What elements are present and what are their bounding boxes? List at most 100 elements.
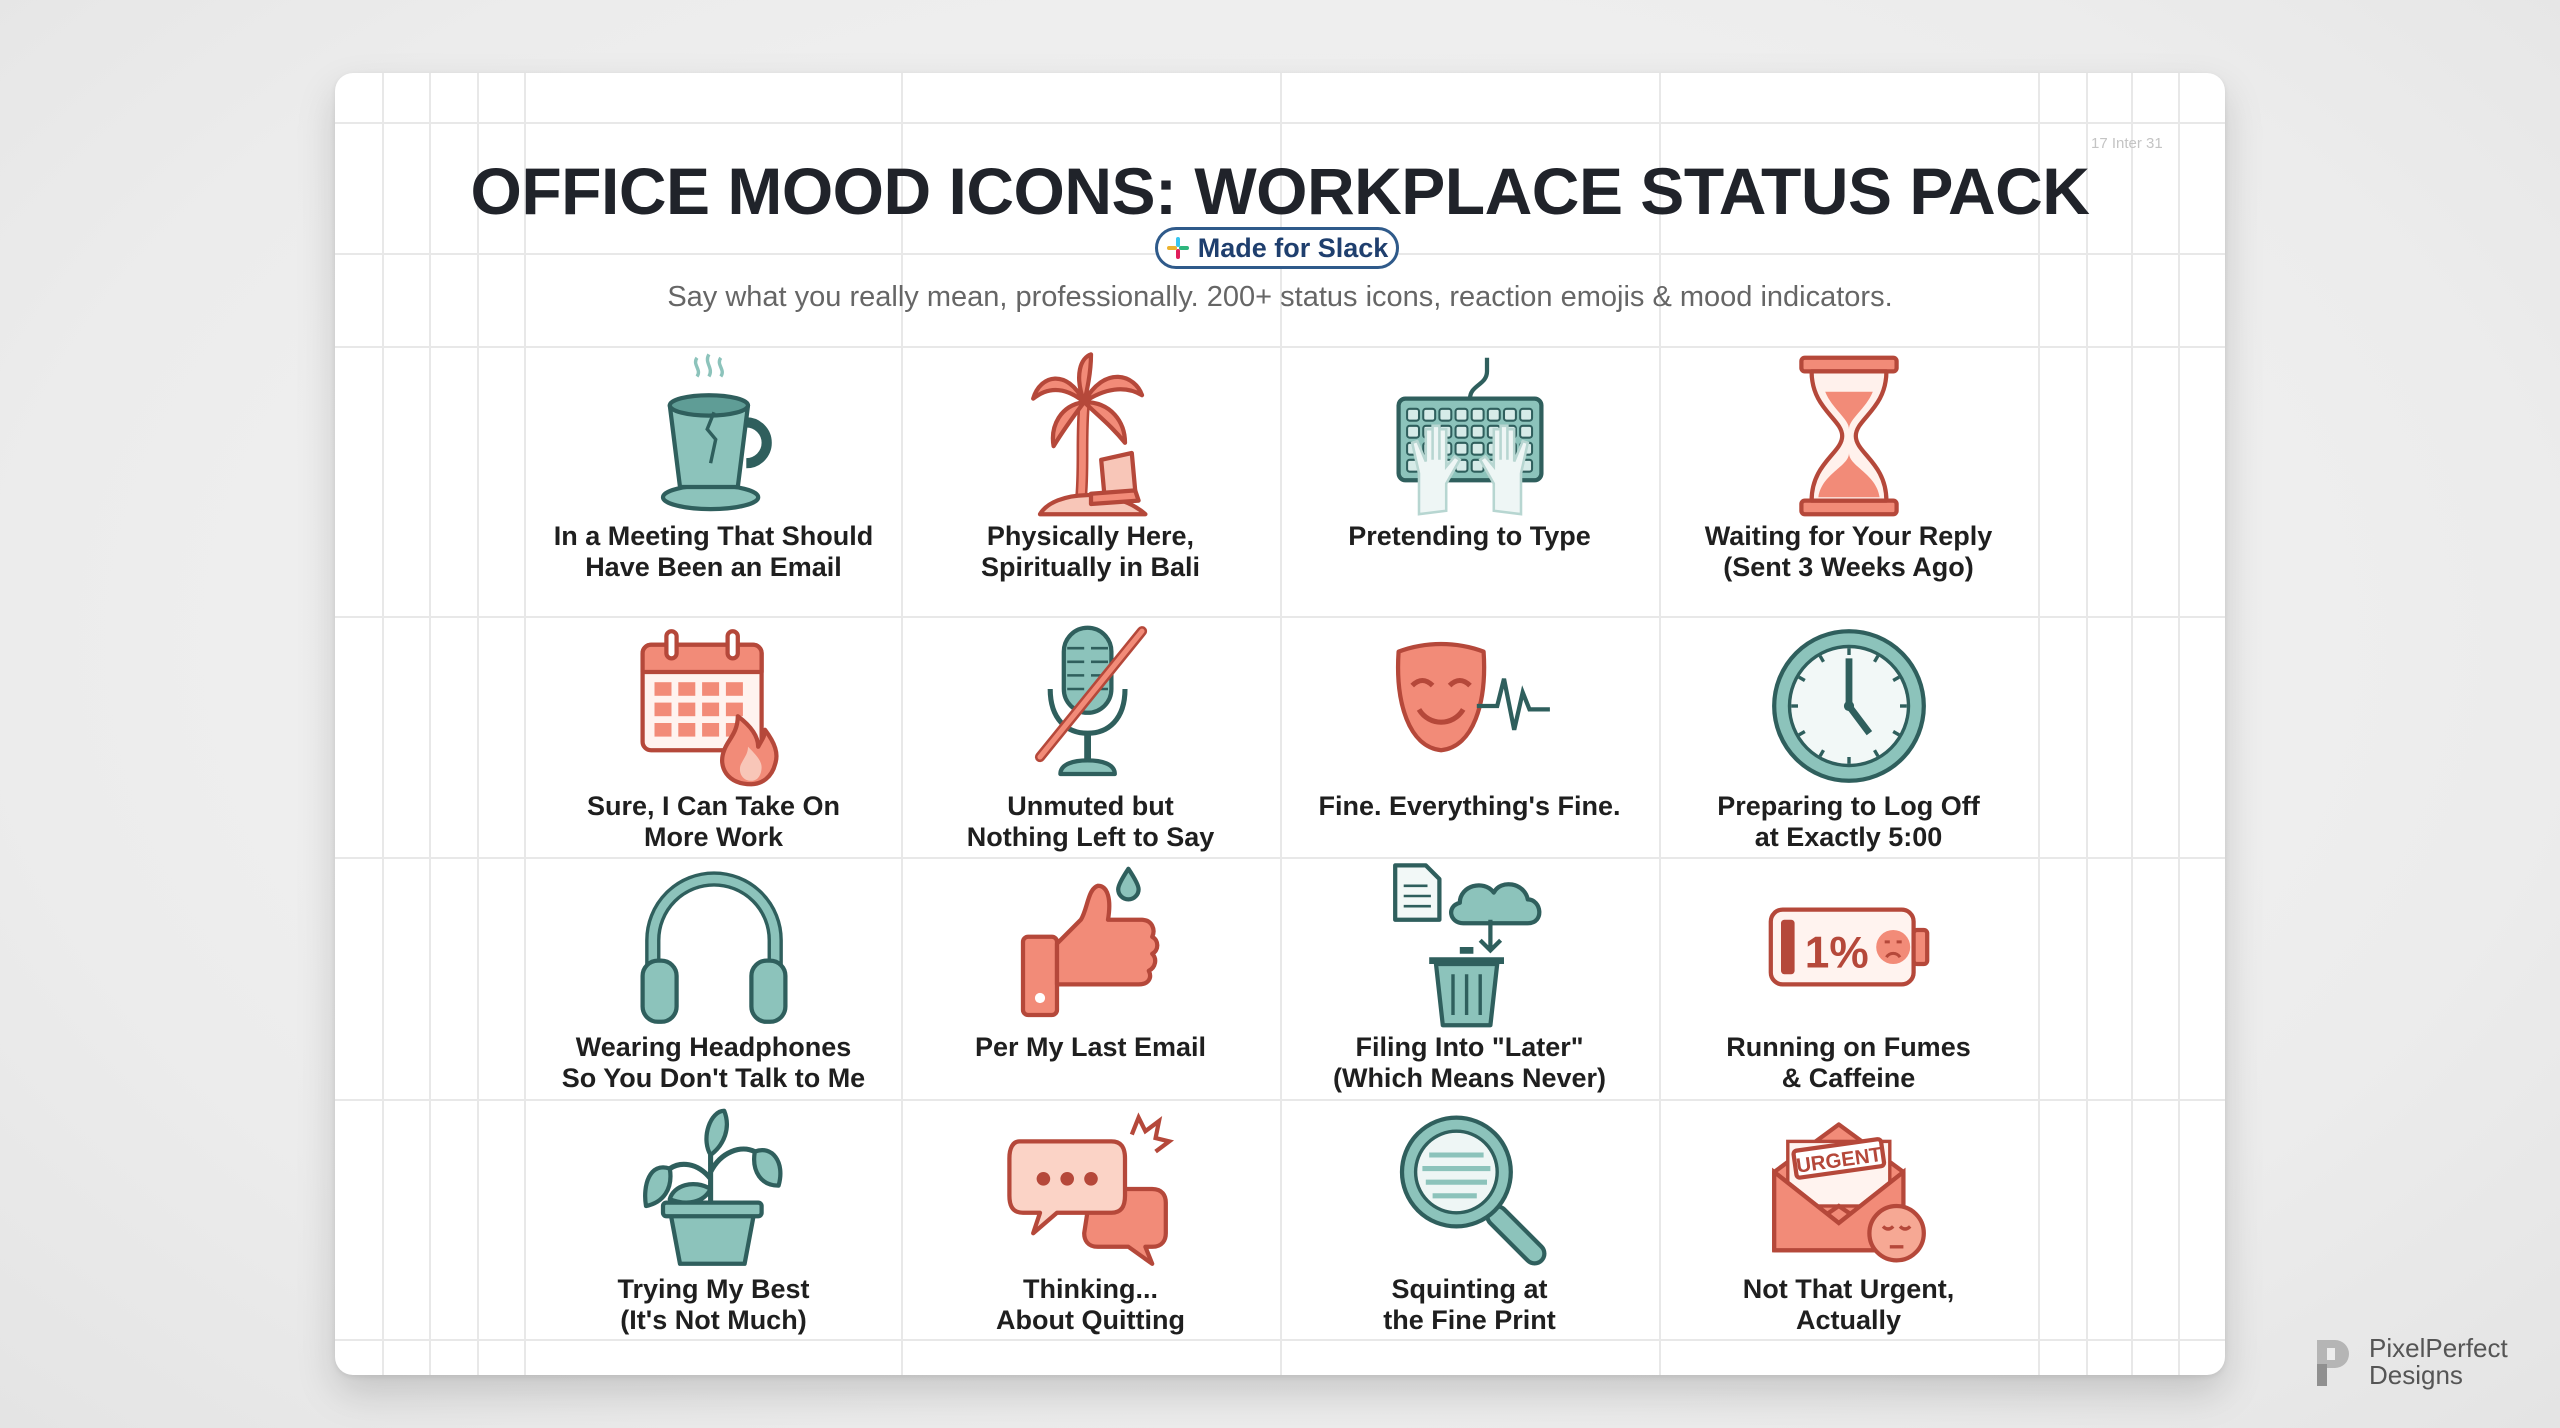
status-icon-tile[interactable]: Waiting for Your Reply (Sent 3 Weeks Ago) bbox=[1659, 351, 2038, 583]
grid-line bbox=[2131, 73, 2133, 1375]
tile-label: Physically Here, Spiritually in Bali bbox=[981, 521, 1200, 583]
status-icon-tile[interactable]: Thinking... About Quitting bbox=[901, 1104, 1280, 1336]
hourglass-icon bbox=[1798, 355, 1899, 517]
calendar-fire-icon bbox=[639, 629, 779, 787]
status-icon-tile[interactable]: Trying My Best (It's Not Much) bbox=[524, 1104, 903, 1336]
thumbs-up-sweat-icon bbox=[1020, 866, 1159, 1018]
tile-label-line1: Squinting at bbox=[1391, 1274, 1548, 1304]
smiling-mask-heartbeat-icon bbox=[1395, 641, 1550, 753]
status-icon-tile[interactable]: URGENT Not That Urgent, Actually bbox=[1659, 1104, 2038, 1336]
tile-label-line2: Spiritually in Bali bbox=[980, 552, 1201, 582]
tile-label: Pretending to Type bbox=[1348, 521, 1591, 552]
tile-label: Squinting at the Fine Print bbox=[1383, 1274, 1556, 1336]
tile-label: Thinking... About Quitting bbox=[996, 1274, 1185, 1336]
urgent-envelope-icon: URGENT bbox=[1771, 1122, 1926, 1263]
grid-line bbox=[335, 857, 2225, 859]
grid-line bbox=[335, 616, 2225, 618]
keyboard-hands-icon bbox=[1395, 357, 1544, 516]
status-icon-tile[interactable]: Per My Last Email bbox=[901, 862, 1280, 1063]
status-icon-tile[interactable]: Preparing to Log Off at Exactly 5:00 bbox=[1659, 621, 2038, 853]
brand-name-sub: Designs bbox=[2369, 1360, 2463, 1390]
grid-line bbox=[382, 73, 384, 1375]
grid-line bbox=[1659, 73, 1661, 1375]
brand-logo: PixelPerfect Designs bbox=[2315, 1335, 2508, 1389]
grid-line bbox=[2038, 73, 2040, 1375]
tile-label-line1: Sure, I Can Take On bbox=[586, 791, 841, 821]
tile-label-line1: Wearing Headphones bbox=[575, 1032, 852, 1062]
clock-icon bbox=[1771, 629, 1926, 783]
grid-line bbox=[335, 1339, 2225, 1341]
corner-note: 17 Inter 31 bbox=[2091, 135, 2163, 152]
tile-label-line1: Per My Last Email bbox=[974, 1032, 1207, 1062]
status-icon-tile[interactable]: Sure, I Can Take On More Work bbox=[524, 621, 903, 853]
status-icon-tile[interactable]: Filing Into "Later" (Which Means Never) bbox=[1280, 862, 1659, 1094]
low-battery-icon: 1% bbox=[1768, 907, 1929, 987]
status-icon-tile[interactable]: Wearing Headphones So You Don't Talk to M… bbox=[524, 862, 903, 1094]
brand-name: PixelPerfect bbox=[2369, 1333, 2508, 1363]
tile-label-line1: Thinking... bbox=[1023, 1274, 1158, 1304]
status-icon-tile[interactable]: Physically Here, Spiritually in Bali bbox=[901, 351, 1280, 583]
grid-line bbox=[1280, 73, 1282, 1375]
tile-label-line2: (Sent 3 Weeks Ago) bbox=[1723, 552, 1974, 582]
tile-label: Waiting for Your Reply (Sent 3 Weeks Ago) bbox=[1705, 521, 1993, 583]
tile-label: Running on Fumes & Caffeine bbox=[1726, 1032, 1970, 1094]
tile-label-line1: In a Meeting That Should bbox=[553, 521, 874, 551]
grid-line bbox=[429, 73, 431, 1375]
magnifying-glass-icon bbox=[1399, 1115, 1546, 1266]
grid-line bbox=[901, 73, 903, 1375]
grid-line bbox=[477, 73, 479, 1375]
svg-text:1%: 1% bbox=[1804, 928, 1868, 977]
tile-label-line1: Running on Fumes bbox=[1726, 1032, 1971, 1062]
potted-plant-icon bbox=[642, 1108, 782, 1266]
badge-label: Made for Slack bbox=[1197, 232, 1389, 263]
tile-label-line2: More Work bbox=[643, 822, 783, 852]
status-icon-tile[interactable]: Fine. Everything's Fine. bbox=[1280, 621, 1659, 822]
made-for-slack-badge: Made for Slack bbox=[1155, 227, 1399, 269]
tile-label: Per My Last Email bbox=[975, 1032, 1206, 1063]
speech-bubbles-icon bbox=[1006, 1112, 1174, 1266]
headphones-icon bbox=[639, 871, 788, 1024]
tile-label-line2: Actually bbox=[1795, 1305, 1902, 1335]
cracked-coffee-cup-icon bbox=[660, 353, 772, 512]
tile-label-line1: Physically Here, bbox=[986, 521, 1195, 551]
tile-label: In a Meeting That Should Have Been an Ema… bbox=[554, 521, 874, 583]
grid-line bbox=[2086, 73, 2088, 1375]
palm-tree-laptop-icon bbox=[1030, 352, 1148, 517]
tile-label-line2: Nothing Left to Say bbox=[966, 822, 1215, 852]
grid-line bbox=[335, 346, 2225, 348]
grid-line bbox=[335, 1099, 2225, 1101]
tile-label: Filing Into "Later" (Which Means Never) bbox=[1333, 1032, 1606, 1094]
tile-label-line1: Waiting for Your Reply bbox=[1704, 521, 1993, 551]
tile-label-line2: (Which Means Never) bbox=[1332, 1063, 1607, 1093]
tile-label-line1: Fine. Everything's Fine. bbox=[1318, 791, 1621, 821]
status-icon-tile[interactable]: 1% Running on Fumes & Caffeine bbox=[1659, 862, 2038, 1094]
status-icon-tile[interactable]: Pretending to Type bbox=[1280, 351, 1659, 552]
status-icon-tile[interactable]: In a Meeting That Should Have Been an Ema… bbox=[524, 351, 903, 583]
grid-line bbox=[335, 122, 2225, 124]
tile-label-line1: Preparing to Log Off bbox=[1717, 791, 1980, 821]
muted-microphone-icon bbox=[1034, 625, 1147, 777]
tile-label-line1: Trying My Best bbox=[617, 1274, 810, 1304]
status-icon-tile[interactable]: Unmuted but Nothing Left to Say bbox=[901, 621, 1280, 853]
tile-label-line2: So You Don't Talk to Me bbox=[561, 1063, 866, 1093]
page-title: OFFICE MOOD ICONS: WORKPLACE STATUS PACK bbox=[470, 154, 2090, 228]
subtitle: Say what you really mean, professionally… bbox=[667, 281, 1893, 313]
tile-label: Not That Urgent, Actually bbox=[1743, 1274, 1954, 1336]
pixelperfect-p-logo bbox=[2317, 1340, 2349, 1386]
tile-label: Fine. Everything's Fine. bbox=[1319, 791, 1621, 822]
grid-line bbox=[2178, 73, 2180, 1375]
tile-label-line1: Filing Into "Later" bbox=[1355, 1032, 1584, 1062]
status-icon-tile[interactable]: Squinting at the Fine Print bbox=[1280, 1104, 1659, 1336]
tile-label-line1: Pretending to Type bbox=[1348, 521, 1591, 551]
tile-label: Trying My Best (It's Not Much) bbox=[617, 1274, 809, 1336]
tile-label-line2: the Fine Print bbox=[1383, 1305, 1556, 1335]
tile-label-line2: & Caffeine bbox=[1781, 1063, 1916, 1093]
tile-label-line1: Not That Urgent, bbox=[1742, 1274, 1955, 1304]
tile-label-line2: About Quitting bbox=[996, 1305, 1185, 1335]
tile-label-line2: at Exactly 5:00 bbox=[1754, 822, 1943, 852]
tile-label: Preparing to Log Off at Exactly 5:00 bbox=[1717, 791, 1980, 853]
icon-pack-card: 17 Inter 31 OFFICE MOOD ICONS: WORKPLACE… bbox=[335, 73, 2225, 1375]
tile-label-line2: Have Been an Email bbox=[585, 552, 842, 582]
slack-logo-icon bbox=[1166, 237, 1189, 259]
tile-label-line2: (It's Not Much) bbox=[620, 1305, 807, 1335]
